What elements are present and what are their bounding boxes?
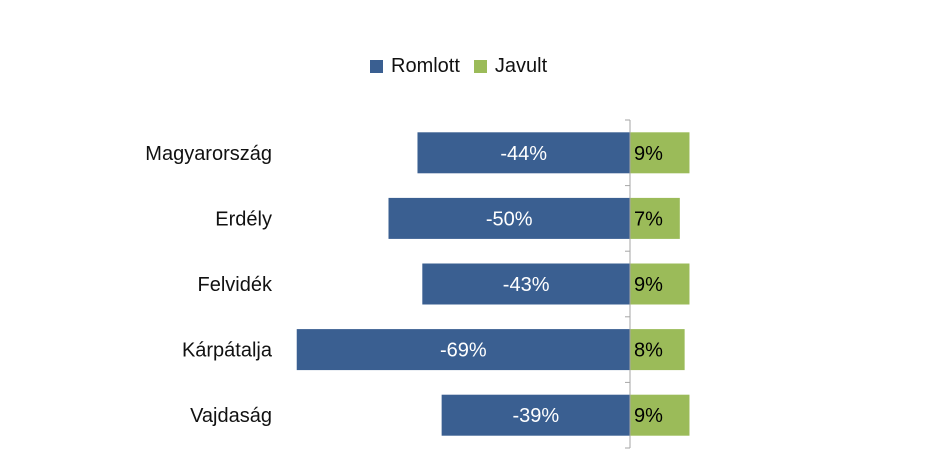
category-label: Vajdaság <box>190 405 272 427</box>
data-label-romlott: -43% <box>503 274 550 296</box>
data-label-romlott: -39% <box>512 405 559 427</box>
bar-javult <box>630 132 690 174</box>
bar-romlott <box>417 132 630 174</box>
legend-label-javult: Javult <box>494 55 548 77</box>
data-label-romlott: -44% <box>500 143 547 165</box>
legend-swatch-romlott <box>370 60 383 73</box>
data-label-javult: 9% <box>634 274 663 296</box>
category-label: Felvidék <box>198 274 273 296</box>
data-label-romlott: -69% <box>440 340 487 362</box>
bar-romlott <box>388 197 630 239</box>
legend-item-javult: Javult <box>473 55 548 78</box>
legend-item-romlott: Romlott <box>370 55 460 78</box>
data-label-javult: 9% <box>634 405 663 427</box>
bar-javult <box>630 394 690 436</box>
category-label: Erdély <box>215 208 272 230</box>
legend-swatch-javult <box>473 60 487 73</box>
category-label: Kárpátalja <box>182 340 273 362</box>
bar-romlott <box>441 394 630 436</box>
category-label: Magyarország <box>145 143 272 165</box>
data-label-javult: 8% <box>634 340 663 362</box>
bar-romlott <box>422 263 630 305</box>
data-label-javult: 9% <box>634 143 663 165</box>
bar-romlott <box>296 329 630 371</box>
data-label-javult: 7% <box>634 208 663 230</box>
legend-label-romlott: Romlott <box>391 55 460 77</box>
bar-javult <box>630 197 680 239</box>
data-label-romlott: -50% <box>486 208 533 230</box>
bar-javult <box>630 329 685 371</box>
legend: Romlott Javult <box>370 55 561 78</box>
bar-javult <box>630 263 690 305</box>
